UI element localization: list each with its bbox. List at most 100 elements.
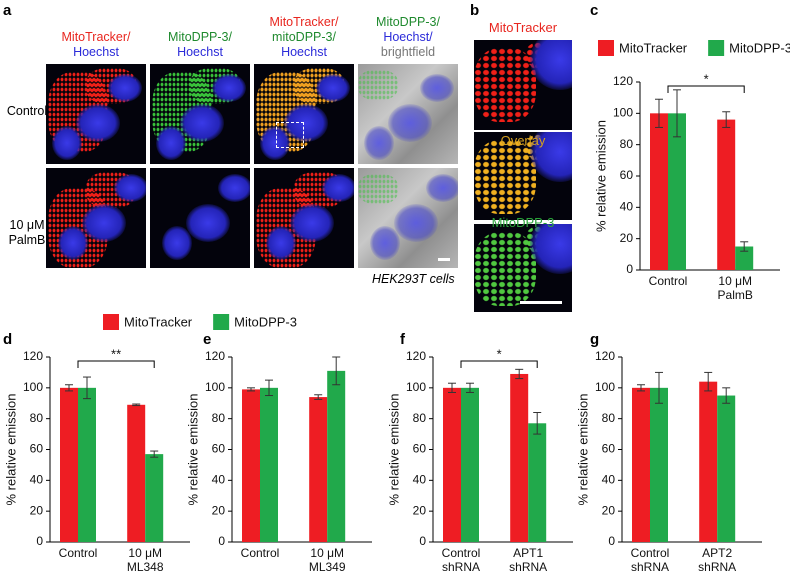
y-tick-label: 40: [413, 473, 427, 487]
bar: [60, 387, 78, 542]
y-tick-label: 100: [613, 106, 633, 120]
x-tick-label: Control shRNA: [630, 546, 670, 574]
y-axis-label: % relative emission: [386, 394, 401, 506]
y-tick-label: 0: [218, 534, 225, 548]
scale-bar: [438, 258, 450, 261]
micrograph: [150, 64, 250, 164]
bar: [127, 404, 146, 542]
panel-label: e: [203, 331, 212, 348]
legend-swatch: [598, 40, 614, 56]
column-header: MitoTracker/Hoechst: [44, 30, 148, 60]
bar: [668, 113, 686, 270]
nucleus: [58, 226, 88, 260]
significance-mark: **: [111, 346, 121, 361]
y-axis-label: % relative emission: [3, 394, 18, 506]
y-tick-label: 20: [413, 503, 427, 517]
x-tick-label: 10 μM ML348: [126, 546, 164, 574]
significance-bracket: [77, 360, 155, 368]
error-bar: [533, 412, 542, 435]
micrograph: [254, 168, 354, 268]
x-tick-label: APT1 shRNA: [509, 546, 548, 574]
nucleus: [316, 74, 350, 102]
bar: [327, 370, 346, 542]
header-part: Hoechst: [177, 45, 223, 59]
y-tick-label: 120: [205, 349, 225, 363]
nucleus: [394, 204, 438, 242]
header-part: Hoechst: [73, 45, 119, 59]
nucleus: [370, 226, 400, 260]
nucleus: [218, 174, 250, 202]
error-bar: [722, 111, 731, 128]
nucleus: [156, 126, 186, 160]
x-tick-label: 10 μM ML349: [308, 546, 346, 574]
bar: [632, 387, 650, 542]
error-bar: [655, 98, 663, 128]
nucleus: [420, 74, 454, 102]
x-tick-label: Control shRNA: [441, 546, 481, 574]
column-header: MitoDPP-3/Hoechst/brightfield: [356, 15, 460, 60]
nucleus: [186, 204, 230, 242]
bar: [650, 113, 668, 270]
header-part: MitoTracker/: [269, 15, 339, 29]
y-tick-label: 120: [613, 74, 633, 88]
error-bar: [515, 368, 524, 380]
y-tick-label: 0: [626, 262, 633, 276]
y-tick-label: 100: [205, 380, 225, 394]
zoom-box: [276, 122, 304, 148]
x-tick-foreign: 10 μM PalmB: [717, 274, 753, 302]
nucleus: [260, 126, 290, 160]
header-part: Hoechst: [281, 45, 327, 59]
legend-label: MitoTracker: [124, 314, 193, 329]
mito-signal: [474, 48, 536, 122]
significance-bracket: [667, 85, 745, 93]
y-tick-label: 60: [413, 442, 427, 456]
row-label: Control: [6, 104, 48, 118]
mito-signal: [474, 232, 536, 306]
x-tick-label: APT2 shRNA: [698, 546, 737, 574]
header-part: MitoDPP-3/: [168, 30, 232, 44]
error-bar: [722, 387, 731, 404]
nucleus: [290, 204, 334, 242]
x-tick-foreign: Control: [240, 546, 280, 560]
bar: [260, 387, 278, 542]
error-bar: [466, 382, 474, 393]
bar: [699, 381, 718, 542]
row-label: 10 μM PalmB: [8, 218, 46, 247]
x-tick-label: Control: [240, 546, 280, 560]
mito-signal: [358, 174, 398, 204]
x-tick-foreign: 10 μM ML348: [126, 546, 164, 574]
image-label: Overlay: [500, 133, 546, 148]
y-tick-label: 40: [212, 473, 226, 487]
y-tick-label: 60: [30, 442, 44, 456]
bar: [461, 387, 479, 542]
bar: [528, 423, 547, 542]
bar: [717, 395, 736, 542]
mito-signal: [474, 140, 536, 214]
panel-label: d: [3, 331, 13, 348]
y-tick-label: 0: [608, 534, 615, 548]
bar: [650, 387, 668, 542]
x-tick-label: 10 μM PalmB: [717, 274, 753, 302]
legend-swatch: [103, 314, 119, 330]
micrograph: [150, 168, 250, 268]
error-bar: [740, 241, 749, 252]
y-tick-label: 100: [595, 380, 615, 394]
micrograph: [474, 40, 572, 130]
micrograph: [474, 224, 572, 312]
significance-mark: *: [497, 346, 502, 361]
header-part: brightfield: [380, 45, 436, 59]
nucleus: [108, 74, 142, 102]
nucleus: [212, 74, 246, 102]
error-bar: [637, 384, 645, 392]
legend-label: MitoTracker: [619, 40, 688, 55]
micrograph: [474, 132, 572, 220]
image-label: MitoDPP-3: [491, 215, 555, 230]
y-axis-label: % relative emission: [593, 120, 608, 232]
legend-swatch: [708, 40, 725, 56]
error-bar: [704, 371, 713, 392]
nucleus: [530, 40, 572, 90]
y-tick-label: 40: [602, 473, 616, 487]
mito-signal: [358, 70, 398, 100]
error-bar: [132, 403, 141, 407]
